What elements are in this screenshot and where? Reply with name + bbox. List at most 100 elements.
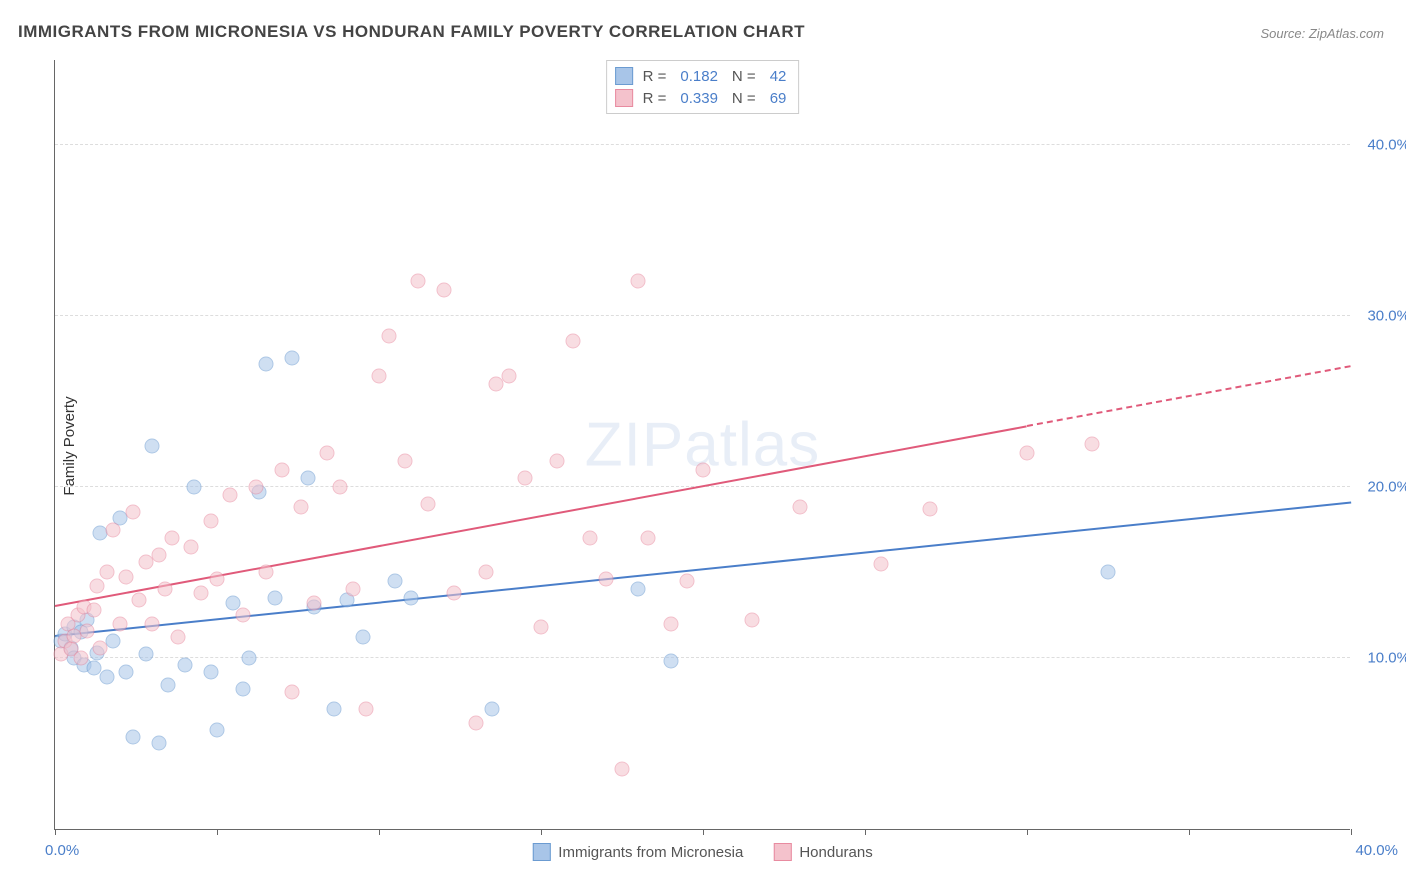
legend-r-value-2: 0.339	[680, 90, 718, 107]
scatter-point	[242, 650, 257, 665]
scatter-point	[132, 592, 147, 607]
scatter-point	[631, 582, 646, 597]
scatter-point	[534, 620, 549, 635]
scatter-point	[744, 613, 759, 628]
scatter-point	[145, 616, 160, 631]
scatter-point	[235, 608, 250, 623]
scatter-point	[235, 681, 250, 696]
scatter-point	[164, 531, 179, 546]
scatter-point	[222, 488, 237, 503]
legend-item-1: Immigrants from Micronesia	[532, 843, 743, 861]
legend-item-2: Hondurans	[773, 843, 872, 861]
y-tick-label: 30.0%	[1355, 307, 1406, 324]
x-tick	[865, 829, 866, 835]
trend-line	[1027, 365, 1351, 427]
y-tick-label: 40.0%	[1355, 136, 1406, 153]
gridline	[55, 144, 1350, 145]
scatter-point	[550, 454, 565, 469]
scatter-point	[274, 462, 289, 477]
x-tick	[217, 829, 218, 835]
scatter-point	[86, 602, 101, 617]
scatter-point	[93, 640, 108, 655]
scatter-point	[1084, 437, 1099, 452]
x-tick	[379, 829, 380, 835]
chart-container: IMMIGRANTS FROM MICRONESIA VS HONDURAN F…	[0, 0, 1406, 892]
scatter-point	[346, 582, 361, 597]
x-tick	[541, 829, 542, 835]
scatter-point	[90, 579, 105, 594]
scatter-point	[106, 522, 121, 537]
y-tick-label: 10.0%	[1355, 649, 1406, 666]
scatter-point	[582, 531, 597, 546]
scatter-point	[372, 368, 387, 383]
x-axis-min-label: 0.0%	[45, 842, 79, 859]
legend-n-label-1: N =	[732, 68, 756, 85]
scatter-point	[696, 462, 711, 477]
scatter-point	[171, 630, 186, 645]
scatter-point	[294, 500, 309, 515]
scatter-point	[284, 685, 299, 700]
scatter-point	[125, 729, 140, 744]
scatter-point	[381, 329, 396, 344]
scatter-point	[359, 702, 374, 717]
scatter-point	[187, 479, 202, 494]
legend-row-series-1: R = 0.182 N = 42	[615, 65, 791, 87]
scatter-point	[138, 647, 153, 662]
scatter-point	[258, 356, 273, 371]
legend-swatch-bottom-1	[532, 843, 550, 861]
scatter-point	[184, 539, 199, 554]
scatter-point	[210, 572, 225, 587]
scatter-point	[355, 630, 370, 645]
chart-title: IMMIGRANTS FROM MICRONESIA VS HONDURAN F…	[18, 22, 805, 42]
scatter-point	[248, 479, 263, 494]
trend-line	[55, 425, 1027, 607]
x-tick	[55, 829, 56, 835]
scatter-point	[326, 702, 341, 717]
scatter-point	[566, 334, 581, 349]
scatter-point	[73, 650, 88, 665]
legend-r-value-1: 0.182	[680, 68, 718, 85]
scatter-point	[106, 633, 121, 648]
scatter-point	[203, 514, 218, 529]
legend-n-value-2: 69	[770, 90, 787, 107]
legend-swatch-2	[615, 89, 633, 107]
scatter-point	[446, 585, 461, 600]
scatter-point	[210, 722, 225, 737]
scatter-point	[284, 351, 299, 366]
scatter-point	[268, 591, 283, 606]
x-tick	[703, 829, 704, 835]
scatter-point	[793, 500, 808, 515]
scatter-point	[663, 616, 678, 631]
scatter-point	[615, 762, 630, 777]
scatter-point	[145, 438, 160, 453]
legend-label-2: Hondurans	[799, 844, 872, 861]
scatter-point	[1101, 565, 1116, 580]
scatter-point	[485, 702, 500, 717]
scatter-point	[333, 479, 348, 494]
legend-stats-box: R = 0.182 N = 42 R = 0.339 N = 69	[606, 60, 800, 114]
legend-swatch-bottom-2	[773, 843, 791, 861]
scatter-point	[151, 736, 166, 751]
scatter-point	[193, 585, 208, 600]
scatter-point	[161, 678, 176, 693]
scatter-point	[203, 664, 218, 679]
scatter-point	[99, 669, 114, 684]
scatter-point	[598, 572, 613, 587]
scatter-point	[112, 616, 127, 631]
scatter-point	[478, 565, 493, 580]
scatter-point	[151, 548, 166, 563]
scatter-point	[501, 368, 516, 383]
scatter-point	[397, 454, 412, 469]
legend-row-series-2: R = 0.339 N = 69	[615, 87, 791, 109]
legend-n-label-2: N =	[732, 90, 756, 107]
gridline	[55, 315, 1350, 316]
scatter-point	[436, 283, 451, 298]
x-tick	[1351, 829, 1352, 835]
scatter-point	[922, 502, 937, 517]
scatter-point	[420, 496, 435, 511]
scatter-point	[320, 445, 335, 460]
scatter-point	[300, 471, 315, 486]
scatter-point	[631, 274, 646, 289]
x-axis-max-label: 40.0%	[1355, 842, 1398, 859]
scatter-point	[125, 505, 140, 520]
